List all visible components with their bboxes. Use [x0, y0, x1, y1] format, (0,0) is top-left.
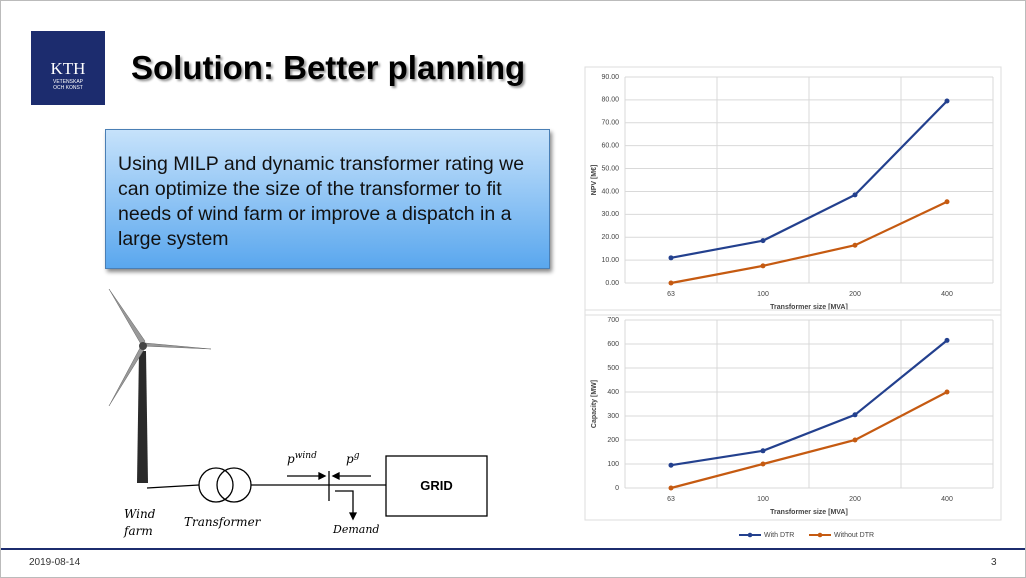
circuit	[146, 455, 488, 521]
data-point	[760, 461, 766, 467]
y-tick-label: 40.00	[601, 188, 619, 195]
wind-turbine	[108, 288, 212, 483]
data-point	[668, 485, 674, 491]
x-axis-label: Transformer size [MVA]	[770, 509, 848, 516]
y-tick-label: 100	[607, 461, 619, 468]
legend-label: With DTR	[764, 532, 794, 539]
y-tick-label: 20.00	[601, 234, 619, 241]
p-g-label: pg	[346, 451, 359, 466]
y-tick-label: 0	[615, 485, 619, 492]
slide-title: Solution: Better planning	[131, 49, 526, 86]
y-tick-label: 400	[607, 389, 619, 396]
p-base: p	[287, 452, 295, 466]
y-tick-label: 10.00	[601, 257, 619, 264]
logo-text: KTH	[50, 59, 86, 78]
data-point	[944, 389, 950, 395]
series-line	[670, 100, 948, 259]
x-tick-label: 100	[757, 291, 769, 298]
y-tick-label: 80.00	[601, 97, 619, 104]
grid-box-label: GRID	[420, 478, 453, 493]
x-axis-label: Transformer size [MVA]	[770, 304, 848, 311]
data-point	[944, 199, 950, 205]
y-tick-label: 70.00	[601, 120, 619, 127]
callout: Using MILP and dynamic transformer ratin…	[105, 129, 550, 269]
p-sup: g	[353, 451, 360, 461]
data-point	[852, 437, 858, 443]
legend-label: Without DTR	[834, 532, 874, 539]
data-point	[852, 192, 858, 198]
x-tick-label: 63	[667, 496, 675, 503]
page-number: 3	[991, 557, 997, 568]
logo: KTH VETENSKAP OCH KONST	[31, 31, 105, 105]
x-tick-label: 200	[849, 291, 861, 298]
y-tick-label: 300	[607, 413, 619, 420]
x-tick-label: 100	[757, 496, 769, 503]
data-point	[760, 263, 766, 269]
p-sup: wind	[294, 451, 317, 461]
y-axis-label: Capacity [MW]	[591, 380, 598, 428]
data-point	[760, 238, 766, 244]
data-point	[668, 280, 674, 286]
y-tick-label: 700	[607, 317, 619, 324]
data-point	[944, 98, 950, 104]
data-point	[852, 242, 858, 248]
chart-frame	[584, 309, 1002, 521]
data-point	[668, 462, 674, 468]
legend-swatch-dot	[817, 532, 823, 538]
data-point	[668, 255, 674, 261]
x-tick-label: 200	[849, 496, 861, 503]
transformer-label: Transformer	[184, 515, 261, 529]
wind-farm-label: Wind farm	[124, 507, 156, 538]
series-line	[670, 200, 948, 285]
y-tick-label: 600	[607, 341, 619, 348]
y-axis-label: NPV [M€]	[591, 165, 598, 196]
data-point	[852, 412, 858, 418]
footer-line	[1, 548, 1025, 550]
y-tick-label: 500	[607, 365, 619, 372]
y-tick-label: 50.00	[601, 165, 619, 172]
footer-date: 2019-08-14	[29, 557, 81, 568]
demand-label: Demand	[333, 523, 380, 536]
y-tick-label: 90.00	[601, 74, 619, 81]
x-tick-label: 400	[941, 496, 953, 503]
y-tick-label: 60.00	[601, 143, 619, 150]
y-tick-label: 200	[607, 437, 619, 444]
x-tick-label: 400	[941, 291, 953, 298]
y-tick-label: 30.00	[601, 211, 619, 218]
logo-text: VETENSKAP	[52, 79, 83, 85]
series-line	[670, 391, 948, 490]
data-point	[760, 448, 766, 454]
x-tick-label: 63	[667, 291, 675, 298]
p-wind-label: pwind	[287, 451, 317, 466]
series-line	[670, 339, 948, 467]
legend-swatch-dot	[747, 532, 753, 538]
y-tick-label: 0.00	[605, 280, 619, 287]
data-point	[944, 337, 950, 343]
callout-text: Using MILP and dynamic transformer ratin…	[118, 153, 525, 250]
chart-frame	[584, 66, 1002, 316]
logo-text: OCH KONST	[53, 85, 83, 91]
p-base: p	[346, 452, 354, 466]
